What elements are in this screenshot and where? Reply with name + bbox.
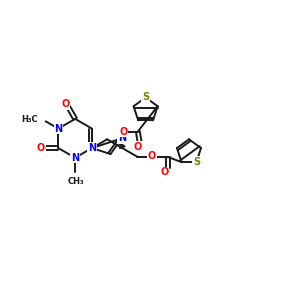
Text: N: N [88, 143, 96, 153]
Text: H₃C: H₃C [21, 115, 38, 124]
Text: CH₃: CH₃ [68, 177, 84, 186]
Text: O: O [148, 151, 156, 161]
Text: N: N [71, 153, 79, 163]
Text: N: N [118, 133, 126, 143]
Text: N: N [54, 124, 62, 134]
Text: O: O [134, 142, 142, 152]
Text: O: O [61, 99, 70, 109]
Text: O: O [37, 143, 45, 153]
Text: S: S [142, 92, 149, 103]
Text: O: O [119, 127, 128, 136]
Text: S: S [193, 157, 200, 167]
Text: O: O [160, 167, 169, 177]
